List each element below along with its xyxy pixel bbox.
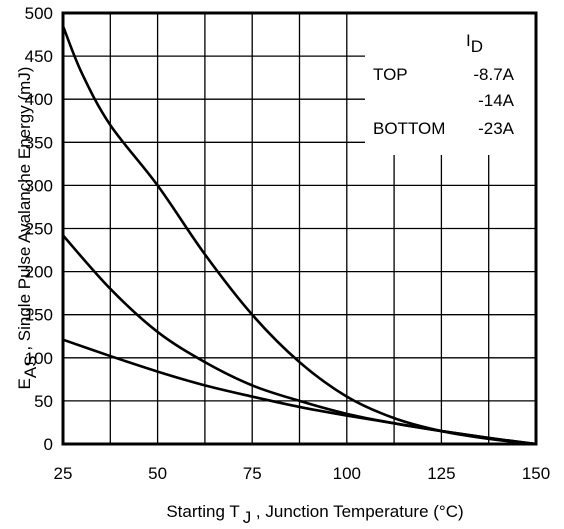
- legend-row-top-position: TOP: [373, 65, 408, 84]
- legend-header: ID: [466, 31, 483, 56]
- y-tick-label: 500: [25, 4, 53, 23]
- legend-row-bottom-position: BOTTOM: [373, 119, 445, 138]
- x-tick-label: 125: [427, 464, 455, 483]
- y-tick-label: 400: [25, 90, 53, 109]
- y-tick-label: 0: [44, 435, 53, 454]
- legend-row-bottom-value: -23A: [478, 119, 515, 138]
- x-tick-labels: 25 50 75 100 125 150: [54, 464, 551, 483]
- y-tick-label: 300: [25, 176, 53, 195]
- legend-background: [365, 14, 535, 155]
- y-tick-label: 50: [34, 392, 53, 411]
- x-axis-title-subscript: J: [243, 508, 252, 527]
- y-tick-label: 150: [25, 306, 53, 325]
- y-axis-title-main: E: [15, 378, 34, 389]
- y-axis-title-rest: , Single Pulse Avalanche Energy (mJ): [15, 67, 34, 356]
- plot-frame: [61, 11, 538, 446]
- x-tick-label: 50: [148, 464, 167, 483]
- y-tick-label: 450: [25, 47, 53, 66]
- y-tick-label: 200: [25, 263, 53, 282]
- legend-row-top-value: -8.7A: [473, 65, 514, 84]
- legend-header-symbol: I: [466, 31, 471, 50]
- x-axis-title-rest: , Junction Temperature (°C): [251, 502, 463, 521]
- y-tick-label: 350: [25, 133, 53, 152]
- y-tick-labels: 0 50 100 150 200 250 300 350 400 450 500: [25, 4, 53, 454]
- legend-header-subscript: D: [471, 37, 483, 56]
- y-tick-label: 250: [25, 220, 53, 239]
- series-line-3: [62, 338, 537, 446]
- x-tick-label: 75: [243, 464, 262, 483]
- series-lines: [61, 25, 537, 446]
- y-tick-label: 100: [25, 349, 53, 368]
- x-axis-title-main: Starting T: [166, 502, 239, 521]
- legend: ID TOP -8.7A -14A BOTTOM -23A: [373, 31, 515, 138]
- y-axis-title-subscript: AS: [21, 355, 40, 378]
- legend-row-middle-value: -14A: [478, 91, 515, 110]
- x-tick-label: 150: [522, 464, 550, 483]
- y-axis-title: EAS , Single Pulse Avalanche Energy (mJ): [15, 67, 40, 390]
- grid-lines: [63, 13, 536, 444]
- x-tick-label: 100: [333, 464, 361, 483]
- x-tick-label: 25: [54, 464, 73, 483]
